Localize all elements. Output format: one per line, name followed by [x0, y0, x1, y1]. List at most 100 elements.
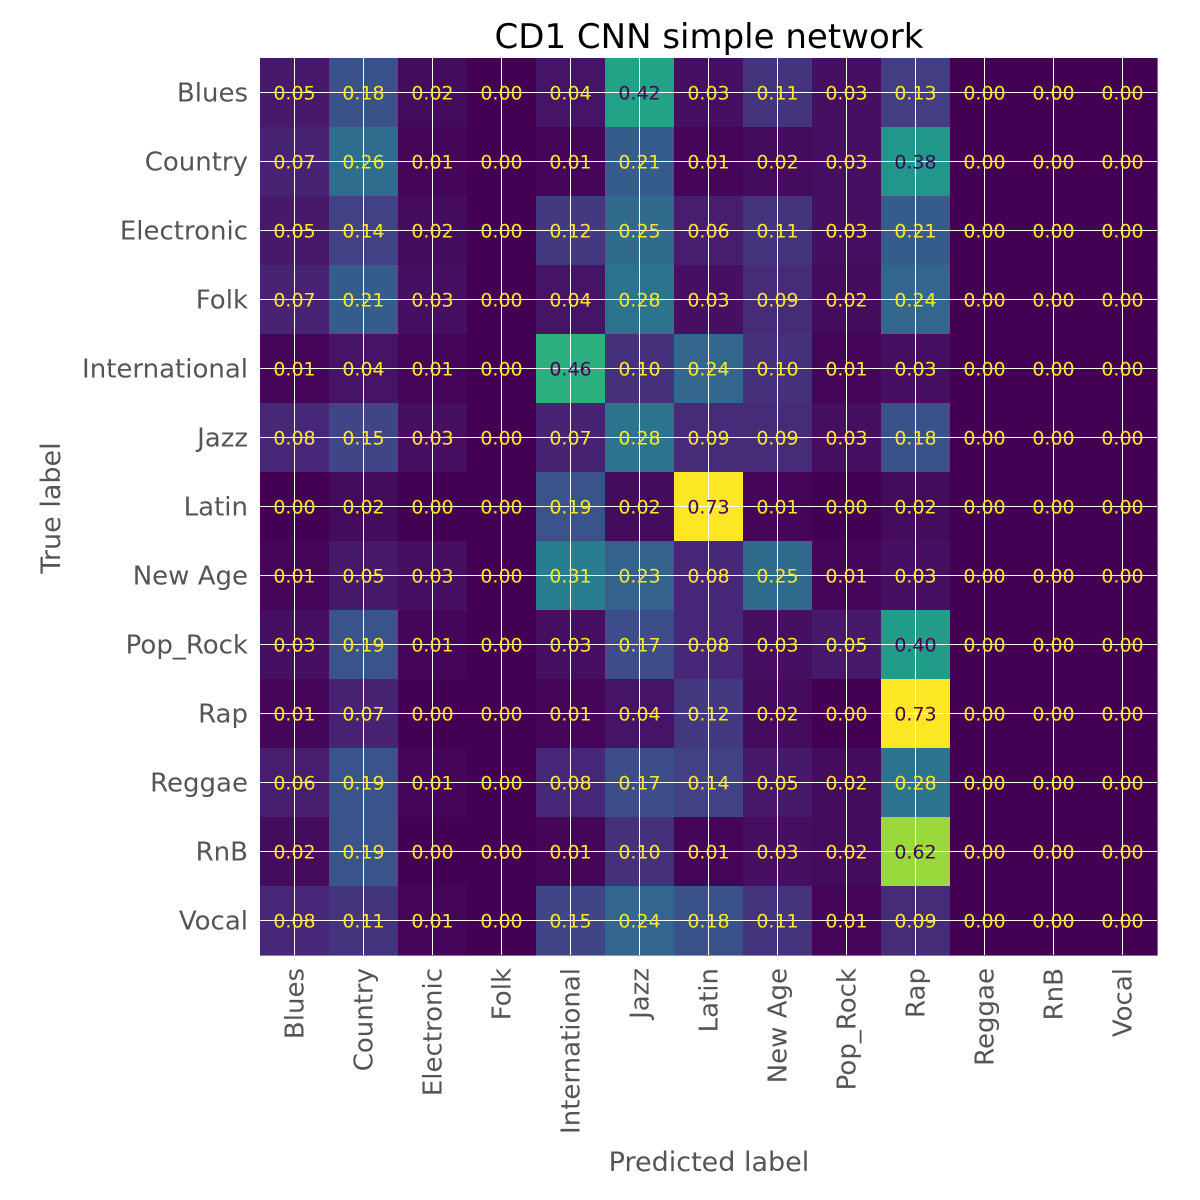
cell-value-label: 0.06 [273, 773, 315, 795]
cell-value-label: 0.00 [1032, 635, 1074, 657]
x-tick-label: International [557, 968, 587, 1134]
x-axis-label: Predicted label [609, 1147, 810, 1178]
cell-value-label: 0.05 [273, 221, 315, 243]
cell-value-label: 0.25 [756, 566, 798, 588]
cell-value-label: 0.02 [894, 497, 936, 519]
y-tick-label: Latin [184, 493, 248, 523]
x-tick-label: Folk [488, 968, 518, 1020]
cell-value-label: 0.00 [480, 497, 522, 519]
cell-value-label: 0.00 [411, 704, 453, 726]
cell-value-label: 0.04 [549, 83, 591, 105]
cell-value-label: 0.07 [549, 428, 591, 450]
gridlines [260, 58, 1157, 955]
cell-value-label: 0.09 [756, 290, 798, 312]
cell-value-label: 0.00 [1101, 773, 1143, 795]
cell-value-label: 0.00 [963, 566, 1005, 588]
cell-value-label: 0.00 [1101, 290, 1143, 312]
cell-value-label: 0.05 [756, 773, 798, 795]
cell-value-label: 0.08 [687, 635, 729, 657]
cell-value-label: 0.09 [687, 428, 729, 450]
cell-value-label: 0.01 [825, 566, 867, 588]
y-axis-label: True label [36, 442, 67, 574]
cell-value-label: 0.00 [825, 704, 867, 726]
x-tick-label: Jazz [626, 968, 656, 1021]
cell-value-label: 0.62 [894, 842, 936, 864]
cell-value-label: 0.07 [273, 152, 315, 174]
cell-value-label: 0.21 [342, 290, 384, 312]
cell-value-label: 0.02 [825, 842, 867, 864]
cell-value-label: 0.00 [963, 290, 1005, 312]
cell-value-labels: 0.05 0.18 0.02 0.00 0.04 0.42 0.03 0.11 0.03 0.13… [273, 83, 1143, 933]
cell-value-label: 0.08 [687, 566, 729, 588]
cell-value-label: 0.31 [549, 566, 591, 588]
cell-value-label: 0.00 [1032, 152, 1074, 174]
cell-value-label: 0.03 [894, 566, 936, 588]
cell-value-label: 0.03 [894, 359, 936, 381]
cell-value-label: 0.42 [618, 83, 660, 105]
cell-value-label: 0.01 [687, 152, 729, 174]
x-tick-label: RnB [1040, 968, 1070, 1020]
cell-value-label: 0.14 [687, 773, 729, 795]
cell-value-label: 0.11 [342, 911, 384, 933]
cell-value-label: 0.00 [1101, 842, 1143, 864]
cell-value-label: 0.05 [825, 635, 867, 657]
cell-value-label: 0.24 [618, 911, 660, 933]
cell-value-label: 0.03 [825, 152, 867, 174]
cell-value-label: 0.00 [480, 911, 522, 933]
cell-value-label: 0.00 [963, 635, 1005, 657]
cell-value-label: 0.00 [480, 152, 522, 174]
cell-value-label: 0.00 [480, 428, 522, 450]
y-tick-label: Folk [196, 286, 248, 316]
cell-value-label: 0.02 [618, 497, 660, 519]
cell-value-label: 0.18 [342, 83, 384, 105]
cell-value-label: 0.04 [342, 359, 384, 381]
cell-value-label: 0.07 [342, 704, 384, 726]
cell-value-label: 0.01 [273, 704, 315, 726]
cell-value-label: 0.03 [411, 290, 453, 312]
y-tick-label: Rap [198, 700, 248, 730]
cell-value-label: 0.24 [894, 290, 936, 312]
cell-value-label: 0.19 [549, 497, 591, 519]
cell-value-label: 0.00 [963, 221, 1005, 243]
cell-value-label: 0.26 [342, 152, 384, 174]
cell-value-label: 0.00 [480, 359, 522, 381]
cell-value-label: 0.02 [825, 290, 867, 312]
cell-value-label: 0.02 [411, 83, 453, 105]
x-tick-label: Vocal [1109, 968, 1139, 1037]
cell-value-label: 0.00 [963, 773, 1005, 795]
cell-value-label: 0.02 [411, 221, 453, 243]
cell-value-label: 0.00 [480, 83, 522, 105]
cell-value-label: 0.19 [342, 773, 384, 795]
cell-value-label: 0.01 [411, 773, 453, 795]
cell-value-label: 0.00 [1101, 566, 1143, 588]
y-tick-label: Country [145, 148, 248, 178]
cell-value-label: 0.12 [687, 704, 729, 726]
cell-value-label: 0.00 [825, 497, 867, 519]
cell-value-label: 0.00 [273, 497, 315, 519]
cell-value-label: 0.13 [894, 83, 936, 105]
cell-value-label: 0.03 [756, 842, 798, 864]
cell-value-label: 0.00 [1101, 83, 1143, 105]
cell-value-label: 0.12 [549, 221, 591, 243]
cell-value-label: 0.00 [1032, 704, 1074, 726]
cell-value-label: 0.10 [756, 359, 798, 381]
cell-value-label: 0.00 [1101, 221, 1143, 243]
cell-value-label: 0.01 [687, 842, 729, 864]
cell-value-label: 0.03 [825, 428, 867, 450]
cell-value-label: 0.01 [273, 566, 315, 588]
cell-value-label: 0.00 [1101, 152, 1143, 174]
cell-value-label: 0.01 [549, 842, 591, 864]
cell-value-label: 0.03 [411, 566, 453, 588]
cell-value-label: 0.00 [480, 773, 522, 795]
cell-value-label: 0.00 [1101, 359, 1143, 381]
cell-value-label: 0.00 [1032, 290, 1074, 312]
cell-value-label: 0.01 [411, 359, 453, 381]
cell-value-label: 0.00 [963, 911, 1005, 933]
cell-value-label: 0.11 [756, 221, 798, 243]
cell-value-label: 0.00 [480, 842, 522, 864]
cell-value-label: 0.08 [549, 773, 591, 795]
cell-value-label: 0.01 [549, 704, 591, 726]
cell-value-label: 0.05 [342, 566, 384, 588]
cell-value-label: 0.00 [963, 497, 1005, 519]
cell-value-label: 0.00 [1032, 842, 1074, 864]
